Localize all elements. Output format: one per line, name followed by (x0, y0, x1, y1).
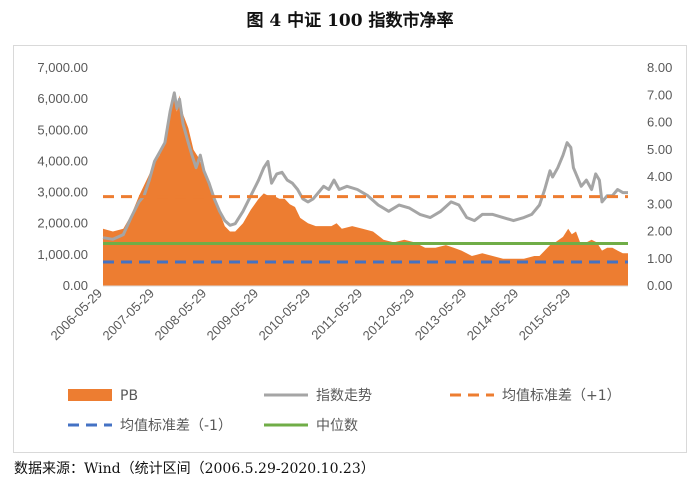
legend-label: 均值标准差（-1） (120, 418, 232, 434)
x-tick-label: 2009-05-29 (204, 286, 262, 344)
y-right-tick-label: 7.00 (647, 87, 672, 102)
y-right-tick-label: 8.00 (647, 60, 672, 75)
x-tick-label: 2008-05-29 (152, 286, 210, 344)
y-right-tick-label: 6.00 (647, 115, 672, 130)
y-left-tick-label: 5,000.00 (37, 122, 88, 137)
x-tick-label: 2011-05-29 (308, 286, 365, 343)
y-right-tick-label: 4.00 (647, 169, 672, 184)
y-right-tick-label: 0.00 (647, 278, 672, 293)
y-left-tick-label: 3,000.00 (37, 185, 88, 200)
legend-label: 中位数 (316, 418, 358, 434)
pb-area-series (103, 92, 628, 286)
y-left-tick-label: 4,000.00 (37, 153, 88, 168)
x-tick-label: 2013-05-29 (412, 286, 470, 344)
y-right-tick-label: 3.00 (647, 196, 672, 211)
chart-frame (13, 45, 687, 453)
x-tick-label: 2007-05-29 (100, 286, 158, 344)
x-tick-label: 2012-05-29 (360, 286, 418, 344)
legend-label: PB (120, 388, 138, 404)
y-left-tick-label: 7,000.00 (37, 60, 88, 75)
legend-swatch-pb (68, 389, 112, 401)
x-tick-label: 2010-05-29 (256, 286, 314, 344)
y-left-tick-label: 2,000.00 (37, 216, 88, 231)
y-right-tick-label: 5.00 (647, 142, 672, 157)
x-tick-label: 2006-05-29 (47, 286, 105, 344)
y-right-tick-label: 1.00 (647, 251, 672, 266)
y-left-tick-label: 0.00 (63, 278, 88, 293)
y-left-tick-label: 6,000.00 (37, 91, 88, 106)
y-right-tick-label: 2.00 (647, 224, 672, 239)
chart-title: 图 4 中证 100 指数市净率 (246, 11, 454, 31)
source-note: 数据来源：Wind（统计区间（2006.5.29-2020.10.23） (14, 461, 375, 477)
legend-label: 均值标准差（+1） (502, 388, 621, 404)
x-tick-label: 2015-05-29 (516, 286, 574, 344)
x-tick-label: 2014-05-29 (464, 286, 522, 344)
index-trend-line (102, 91, 628, 241)
y-left-tick-label: 1,000.00 (37, 247, 88, 262)
legend-label: 指数走势 (316, 388, 372, 404)
